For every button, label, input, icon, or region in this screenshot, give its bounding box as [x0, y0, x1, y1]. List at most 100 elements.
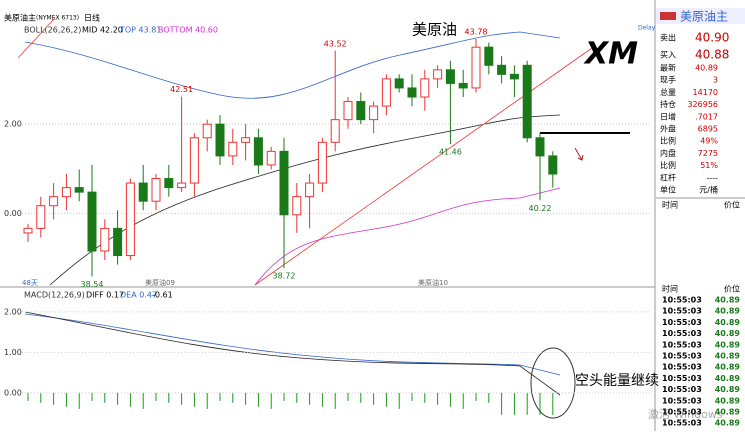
candle-body [305, 182, 315, 198]
candle-body [215, 123, 225, 157]
row-label: 日增 [660, 111, 676, 121]
trade-price: 40.89 [715, 408, 741, 417]
row-value: 14170 [693, 88, 718, 97]
y-tick-label: 0.00 [4, 209, 22, 218]
col-header: 时间 [662, 284, 678, 294]
boll-bottom: BOTTOM 40.60 [158, 26, 218, 35]
row-value: 40.89 [695, 64, 718, 73]
y-tick-label: 0.00 [4, 388, 22, 397]
row-label: 比例 [660, 160, 676, 170]
candle-body [228, 141, 238, 157]
row-label: 杠杆 [660, 172, 676, 182]
instrument: 美原油主 [4, 13, 36, 23]
candle-body [241, 137, 251, 143]
trade-time: 10:55:03 [662, 408, 702, 417]
candle-body [49, 196, 59, 207]
low-label: 41.46 [439, 148, 462, 157]
candle-body [138, 182, 148, 202]
trade-price: 40.89 [715, 352, 741, 361]
candle-body [381, 78, 391, 107]
trade-time: 10:55:03 [662, 307, 702, 316]
candle-body [177, 182, 187, 189]
row-value: 326956 [687, 100, 718, 109]
boll-name: BOLL(26,26,2) [24, 26, 81, 35]
trade-price: 40.89 [715, 385, 741, 394]
trade-time: 10:55:03 [662, 318, 702, 327]
buy-label: 买入 [660, 51, 676, 60]
col-header: 时间 [662, 200, 678, 210]
dea-line [24, 313, 561, 376]
candle-body [317, 141, 327, 184]
row-value: 51% [700, 161, 718, 170]
candle-body [100, 227, 110, 252]
candle-body [509, 73, 519, 80]
candle-body [535, 137, 545, 157]
candle-body [420, 78, 430, 98]
y-tick-label: 1.00 [4, 348, 22, 357]
badge [660, 12, 676, 20]
y-tick-label: 2.00 [4, 120, 22, 129]
buy-price: 40.88 [695, 48, 729, 62]
signal-note: 空头能量继续 [575, 372, 659, 389]
contract: 美原油10 [418, 278, 448, 287]
candle-body [61, 187, 71, 198]
boll-top-line [24, 31, 561, 99]
side-rows: 最新 40.89 现手 3 总量 14170 持仓 326956 日增 .7017 外盘 6895 比例… [656, 63, 745, 428]
row-label: 内盘 [660, 148, 676, 158]
trade-time: 10:55:03 [662, 396, 702, 405]
candle-body [407, 87, 417, 98]
candle-body [253, 137, 263, 166]
trade-time: 10:55:03 [662, 329, 702, 338]
candle-body [433, 69, 443, 80]
trade-price: 40.89 [715, 374, 741, 383]
days: 48天 [22, 279, 38, 287]
macd-diff: DIFF 0.17 [86, 291, 124, 300]
high-label: 43.78 [465, 28, 488, 37]
delay: Delay [638, 25, 656, 32]
trade-time: 10:55:03 [662, 352, 702, 361]
row-label: 持仓 [660, 99, 676, 109]
boll-bottom-line [254, 187, 561, 286]
code: (NYMEX 6713) [36, 15, 79, 22]
candle-body [548, 155, 558, 175]
trend-line [254, 47, 593, 286]
row-value: ---- [706, 173, 718, 182]
circle-mark [530, 347, 576, 419]
sell-price: 40.90 [695, 31, 729, 45]
period: 日线 [84, 13, 100, 23]
candle-body [151, 178, 161, 202]
macd-dea: DEA 0.47 [120, 291, 157, 300]
candle-body [189, 137, 199, 184]
candle-body [266, 150, 276, 166]
trade-price: 40.89 [715, 329, 741, 338]
trade-price: 40.89 [715, 296, 741, 305]
col-header: 价位 [724, 200, 740, 210]
high-label: 42.51 [170, 85, 193, 94]
contract: 美原油09 [145, 278, 175, 287]
macd-histogram [27, 392, 554, 415]
candle-body [23, 227, 33, 234]
y-tick-label: 2.00 [4, 307, 22, 316]
macd-name: MACD(12,26,9) [24, 291, 85, 300]
candle-body [87, 191, 97, 252]
candle-body [343, 101, 353, 121]
trade-time: 10:55:03 [662, 374, 702, 383]
high-label: 43.52 [324, 39, 347, 48]
boll-top: TOP 43.81 [119, 26, 161, 35]
row-label: 现手 [660, 75, 676, 85]
trade-price: 40.89 [715, 318, 741, 327]
side-title-bg [656, 8, 745, 24]
candle-body [202, 123, 212, 139]
macd-value: -0.61 [152, 291, 173, 300]
row-label: 外盘 [660, 124, 676, 134]
row-label: 最新 [660, 63, 676, 73]
candle-body [471, 46, 481, 89]
side-title: 美原油主 [680, 10, 728, 24]
candle-body [125, 182, 135, 257]
watermark: 激活 Windows [648, 407, 723, 421]
trade-time: 10:55:03 [662, 340, 702, 349]
trade-price: 40.89 [715, 396, 741, 405]
trade-price: 40.89 [715, 363, 741, 372]
trade-time: 10:55:03 [662, 385, 702, 394]
